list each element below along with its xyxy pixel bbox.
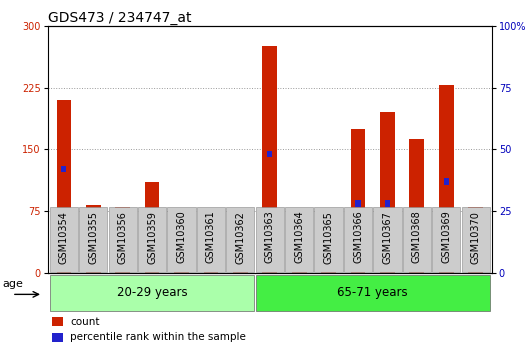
Text: GSM10356: GSM10356 (118, 211, 128, 264)
Bar (439, 85, 454, 273)
Bar (233, 209, 248, 273)
Text: GSM10365: GSM10365 (324, 211, 333, 264)
Bar (414, 213, 419, 219)
FancyBboxPatch shape (373, 207, 402, 272)
Bar (238, 227, 243, 234)
Text: GSM10363: GSM10363 (265, 211, 275, 263)
Bar (52, 317, 63, 326)
Text: GSM10367: GSM10367 (383, 211, 392, 264)
FancyBboxPatch shape (109, 207, 137, 272)
FancyBboxPatch shape (285, 207, 313, 272)
Bar (292, 208, 306, 273)
Text: GSM10355: GSM10355 (89, 211, 98, 264)
Text: GSM10361: GSM10361 (206, 211, 216, 263)
Bar (120, 227, 125, 234)
Text: GSM10369: GSM10369 (441, 211, 451, 263)
Text: GSM10364: GSM10364 (294, 211, 304, 263)
Bar (208, 240, 214, 246)
Text: percentile rank within the sample: percentile rank within the sample (70, 332, 246, 342)
Bar (149, 208, 155, 214)
Bar (204, 225, 218, 273)
FancyBboxPatch shape (167, 207, 196, 272)
Bar (297, 227, 302, 234)
FancyBboxPatch shape (403, 207, 431, 272)
FancyBboxPatch shape (255, 207, 284, 272)
Bar (410, 139, 424, 273)
Bar (356, 200, 360, 207)
Bar (52, 333, 63, 342)
Text: GSM10359: GSM10359 (147, 211, 157, 264)
FancyBboxPatch shape (462, 207, 490, 272)
Text: GSM10354: GSM10354 (59, 211, 69, 264)
FancyBboxPatch shape (226, 207, 254, 272)
FancyBboxPatch shape (432, 207, 461, 272)
Bar (61, 166, 66, 172)
Bar (86, 205, 101, 273)
FancyBboxPatch shape (344, 207, 372, 272)
FancyBboxPatch shape (79, 207, 108, 272)
Text: GSM10368: GSM10368 (412, 211, 422, 263)
FancyBboxPatch shape (197, 207, 225, 272)
FancyBboxPatch shape (138, 207, 166, 272)
Bar (385, 200, 390, 207)
Bar (473, 220, 478, 227)
Text: 65-71 years: 65-71 years (338, 286, 408, 299)
Bar (262, 47, 277, 273)
Bar (57, 100, 71, 273)
Bar (174, 208, 189, 273)
Text: GSM10362: GSM10362 (235, 211, 245, 264)
Bar (179, 215, 184, 221)
Bar (145, 182, 160, 273)
Bar (326, 232, 331, 239)
Bar (380, 112, 395, 273)
Text: GSM10370: GSM10370 (471, 211, 481, 264)
Text: age: age (2, 279, 23, 289)
Bar (469, 207, 483, 273)
Bar (351, 129, 365, 273)
Text: GSM10366: GSM10366 (353, 211, 363, 263)
FancyBboxPatch shape (50, 207, 78, 272)
Text: count: count (70, 317, 100, 327)
Bar (321, 217, 336, 273)
Bar (116, 207, 130, 273)
FancyBboxPatch shape (255, 275, 490, 310)
FancyBboxPatch shape (314, 207, 343, 272)
Bar (444, 178, 449, 185)
Text: GSM10360: GSM10360 (176, 211, 187, 263)
Text: 20-29 years: 20-29 years (117, 286, 188, 299)
Bar (91, 225, 96, 231)
Text: GDS473 / 234747_at: GDS473 / 234747_at (48, 11, 191, 25)
FancyBboxPatch shape (50, 275, 254, 310)
Bar (267, 151, 272, 157)
